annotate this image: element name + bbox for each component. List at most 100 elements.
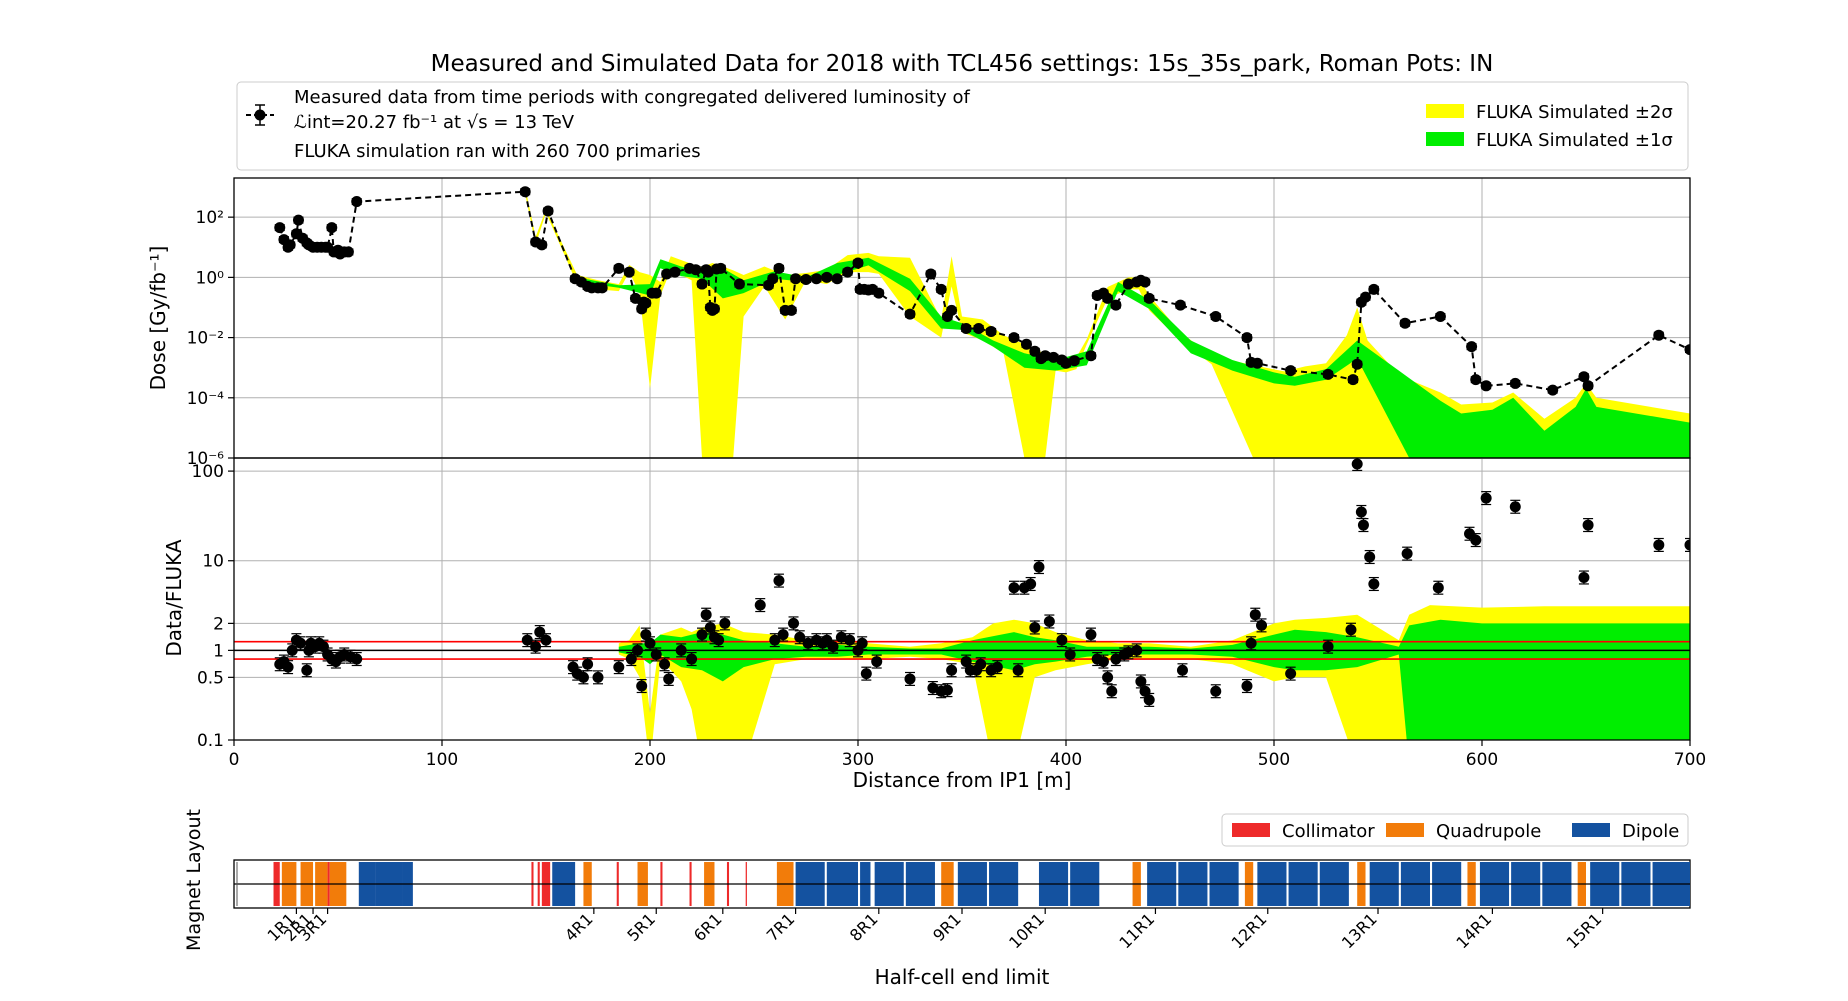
dose-data-point (1068, 355, 1080, 367)
ratio-ytick-label: 1 (213, 641, 224, 661)
ratio-data-point (1285, 668, 1297, 680)
ratio-data-point (696, 629, 708, 641)
legend-collimator-label: Collimator (1282, 821, 1375, 842)
ratio-data-point (534, 626, 546, 638)
magnet-xlabel: Half-cell end limit (875, 965, 1050, 989)
ratio-points (274, 458, 1690, 707)
legend-magnet-frame (1221, 813, 1689, 847)
ratio-data-point (1345, 624, 1357, 636)
ratio-data-point (788, 617, 800, 629)
ratio-data-point (1357, 519, 1369, 531)
ratio-ytick-label: 10 (202, 552, 224, 572)
dose-data-point (542, 205, 554, 217)
ratio-data-point (991, 661, 1003, 673)
dose-data-point (904, 308, 916, 320)
ratio-xlabel: Distance from IP1 [m] (853, 768, 1072, 792)
ratio-data-point (1432, 582, 1444, 594)
ratio-data-point (1401, 548, 1413, 560)
dose-data-point (1048, 351, 1060, 363)
ratio-data-point (1110, 653, 1122, 665)
dose-data-point (773, 262, 785, 274)
legend-2sigma-swatch (1426, 104, 1464, 118)
ratio-data-point (1056, 634, 1068, 646)
ratio-ytick-label: 100 (192, 462, 224, 482)
ratio-data-point (1043, 615, 1055, 627)
dose-data-point (1578, 371, 1590, 383)
ratio-data-point (1097, 656, 1109, 668)
ratio-data-point (1684, 539, 1690, 551)
ratio-data-point (301, 664, 313, 676)
legend-measured-marker (254, 109, 266, 121)
legend-dipole-swatch (1572, 823, 1610, 837)
dose-data-point (1085, 350, 1097, 362)
ratio-data-point (540, 634, 552, 646)
dose-data-point (623, 266, 635, 278)
dose-data-point (274, 222, 286, 234)
half-cell-label: 12R1 (1228, 909, 1271, 952)
dose-data-point (873, 287, 885, 299)
ratio-xtick-label: 400 (1050, 750, 1082, 770)
half-cell-label: 14R1 (1452, 909, 1495, 952)
dose-data-point (1285, 365, 1297, 377)
ratio-data-point (1029, 621, 1041, 633)
legend-1sigma-swatch (1426, 132, 1464, 146)
dose-data-point (661, 268, 673, 280)
half-cell-label: 11R1 (1115, 909, 1158, 952)
dose-data-point (351, 196, 363, 208)
ratio-data-point (1131, 644, 1143, 656)
dose-ytick-label: 10² (196, 208, 224, 228)
dose-data-point (1351, 358, 1363, 370)
ratio-ytick-label: 0.1 (197, 731, 224, 751)
dose-data-point (1347, 374, 1359, 386)
ratio-data-point (871, 656, 883, 668)
ratio-data-point (663, 673, 675, 685)
dose-data-point (669, 266, 681, 278)
legend-top-frame (236, 81, 1689, 171)
half-cell-label: 15R1 (1563, 909, 1606, 952)
dose-data-point (1368, 283, 1380, 295)
dose-data-point (946, 304, 958, 316)
dose-band-1sigma (577, 257, 1690, 458)
dose-data-point (629, 292, 641, 304)
legend-measured-line2: ℒint=20.27 fb⁻¹ at √s = 13 TeV (294, 112, 575, 133)
half-cell-label: 5R1 (623, 909, 659, 945)
ratio-data-point (644, 637, 656, 649)
ratio-data-point (1241, 680, 1253, 692)
dose-data-point (973, 323, 985, 335)
ratio-panel: 100 10 2 1 0.5 0.10 100 200 300 400 500 600 700 (192, 457, 1706, 770)
ratio-data-point (794, 631, 806, 643)
ratio-data-point (1249, 609, 1261, 621)
dose-data-point (1399, 317, 1411, 329)
dose-data-point (596, 282, 608, 294)
ratio-data-point (1509, 501, 1521, 513)
ratio-data-point (613, 661, 625, 673)
ratio-data-point (941, 684, 953, 696)
dose-data-point (800, 273, 812, 285)
ratio-data-point (1064, 648, 1076, 660)
ratio-ylabel: Data/FLUKA (162, 539, 186, 657)
ratio-data-point (577, 671, 589, 683)
ratio-data-point (754, 599, 766, 611)
dose-data-point (1139, 276, 1151, 288)
dose-data-point (1241, 332, 1253, 344)
ratio-data-point (1368, 578, 1380, 590)
ratio-xtick-label: 700 (1674, 750, 1706, 770)
ratio-data-point (1033, 561, 1045, 573)
ratio-data-point (636, 680, 648, 692)
ratio-data-point (1210, 685, 1222, 697)
dose-data-point (1509, 377, 1521, 389)
dose-ytick-label: 10⁰ (196, 268, 225, 288)
legend-1sigma-label: FLUKA Simulated ±1σ (1476, 130, 1673, 151)
ratio-xtick-label: 100 (426, 750, 458, 770)
ratio-data-point (700, 609, 712, 621)
ratio-data-point (769, 634, 781, 646)
legend-dipole-label: Dipole (1622, 821, 1679, 842)
half-cell-label: 9R1 (929, 909, 965, 945)
dose-data-point (1008, 332, 1020, 344)
dose-data-point (1174, 299, 1186, 311)
legend-quadrupole-label: Quadrupole (1436, 821, 1541, 842)
ratio-data-point (835, 631, 847, 643)
ratio-data-point (1143, 694, 1155, 706)
dose-data-point (1143, 292, 1155, 304)
ratio-data-point (1480, 492, 1492, 504)
